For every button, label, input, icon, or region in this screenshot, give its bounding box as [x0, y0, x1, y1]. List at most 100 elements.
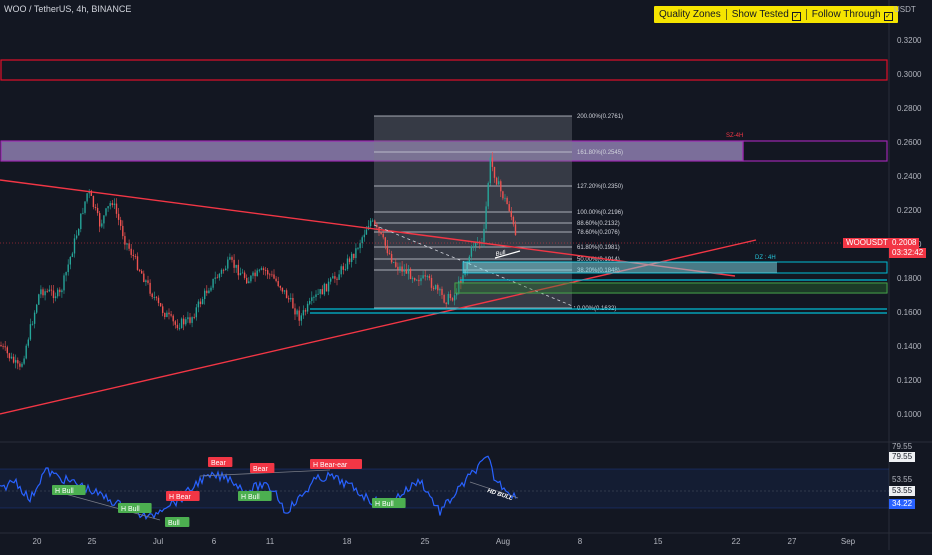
candle-body	[115, 203, 118, 214]
candle-body	[397, 266, 399, 270]
candle-body	[193, 317, 195, 318]
svg-text:Bull: Bull	[495, 250, 507, 258]
candle-body	[246, 277, 248, 284]
resistance-zone[interactable]	[0, 59, 888, 81]
candle-body	[439, 288, 441, 291]
countdown-tag: 03:32:42	[889, 248, 927, 258]
candle-body	[231, 257, 233, 260]
candle-body	[117, 213, 120, 220]
candle-body	[149, 282, 151, 294]
show-tested-toggle[interactable]: Show Tested ✓	[727, 6, 806, 23]
candle-body	[399, 266, 401, 270]
candle-body	[141, 270, 143, 274]
candle-body	[235, 264, 237, 268]
candle-body	[197, 301, 200, 308]
candle-body	[8, 353, 11, 359]
candle-body	[422, 275, 424, 279]
candle-body	[489, 157, 491, 184]
symbol-title[interactable]: WOO / TetherUS, 4h, BINANCE	[4, 4, 132, 14]
candle-body	[453, 295, 456, 301]
candle-body	[348, 258, 351, 262]
candle-body	[82, 212, 84, 214]
indicator-toolbar: Quality Zones Show Tested ✓ Follow Throug…	[654, 6, 898, 23]
oscillator-label-bg	[310, 459, 362, 469]
candle-body	[365, 229, 368, 235]
candle-body	[346, 258, 349, 270]
candle-body	[487, 183, 489, 207]
candle-body	[138, 269, 141, 271]
quality-zones-button[interactable]: Quality Zones	[654, 6, 726, 23]
candle-body	[338, 274, 340, 280]
candle-body	[206, 290, 208, 294]
candle-body	[393, 262, 395, 264]
supply-zone-filled[interactable]	[0, 140, 744, 162]
candle-body	[506, 197, 508, 205]
candle-body	[319, 289, 321, 294]
oscillator-label: H Bull	[121, 506, 140, 513]
green-zone[interactable]	[454, 282, 888, 294]
candle-body	[229, 257, 231, 260]
candle-body	[451, 298, 454, 301]
candle-body	[67, 264, 69, 273]
candle-body	[357, 248, 359, 250]
oscillator-label: Bear	[253, 466, 268, 473]
symbol-price-tag: WOOUSDT	[843, 238, 891, 248]
candle-body	[17, 360, 19, 364]
candle-body	[409, 268, 412, 279]
descending-trendline[interactable]	[0, 179, 736, 277]
green-zone-fill[interactable]	[455, 283, 887, 293]
candle-body	[491, 157, 494, 167]
candle-body	[418, 279, 420, 282]
candle-body	[59, 289, 61, 293]
price-axis-label: 0.2400	[897, 172, 922, 181]
candle-body	[447, 294, 449, 305]
candle-body	[294, 308, 296, 315]
candle-body	[107, 206, 109, 209]
candle-body	[401, 266, 403, 272]
follow-through-toggle[interactable]: Follow Through ✓	[807, 6, 898, 23]
candle-body	[443, 294, 445, 303]
candle-body	[71, 253, 74, 257]
time-axis-label: Jul	[152, 537, 164, 546]
candle-body	[183, 318, 185, 325]
candle-body	[390, 254, 393, 263]
candle-body	[485, 206, 487, 229]
oscillator-label: H Bear	[169, 494, 191, 501]
oscillator-label: H Bull	[55, 488, 74, 495]
candle-body	[304, 310, 307, 312]
bull-pattern-line	[494, 250, 521, 259]
candle-body	[283, 290, 286, 292]
candle-body	[214, 277, 216, 279]
fib-level-label: 61.80%(0.1981)	[577, 245, 620, 251]
candle-body	[470, 246, 473, 257]
candle-body	[57, 289, 59, 297]
candle-body	[411, 278, 414, 279]
candle-body	[38, 294, 40, 305]
supply-zone-extension[interactable]	[742, 140, 888, 162]
price-axis-label: 0.1200	[897, 376, 922, 385]
candle-body	[468, 256, 470, 263]
candle-body	[0, 345, 2, 347]
candle-body	[369, 220, 372, 227]
candle-body	[372, 220, 374, 222]
demand-zone-fill[interactable]	[463, 262, 777, 273]
time-axis-label: 20	[32, 537, 42, 546]
price-axis-label: 0.2800	[897, 104, 922, 113]
candle-body	[52, 290, 55, 299]
candle-body	[292, 297, 294, 309]
candle-body	[355, 248, 357, 259]
candle-body	[239, 273, 242, 276]
price-axis-label: 0.2200	[897, 206, 922, 215]
candle-body	[248, 281, 250, 284]
candle-body	[170, 314, 172, 316]
fib-level-label: 200.00%(0.2761)	[577, 114, 623, 120]
candle-body	[330, 278, 332, 282]
candle-body	[25, 345, 27, 359]
time-axis-label: 18	[342, 537, 352, 546]
candle-body	[317, 293, 319, 295]
candle-body	[128, 243, 130, 249]
candle-body	[353, 253, 355, 259]
candle-body	[130, 248, 132, 255]
